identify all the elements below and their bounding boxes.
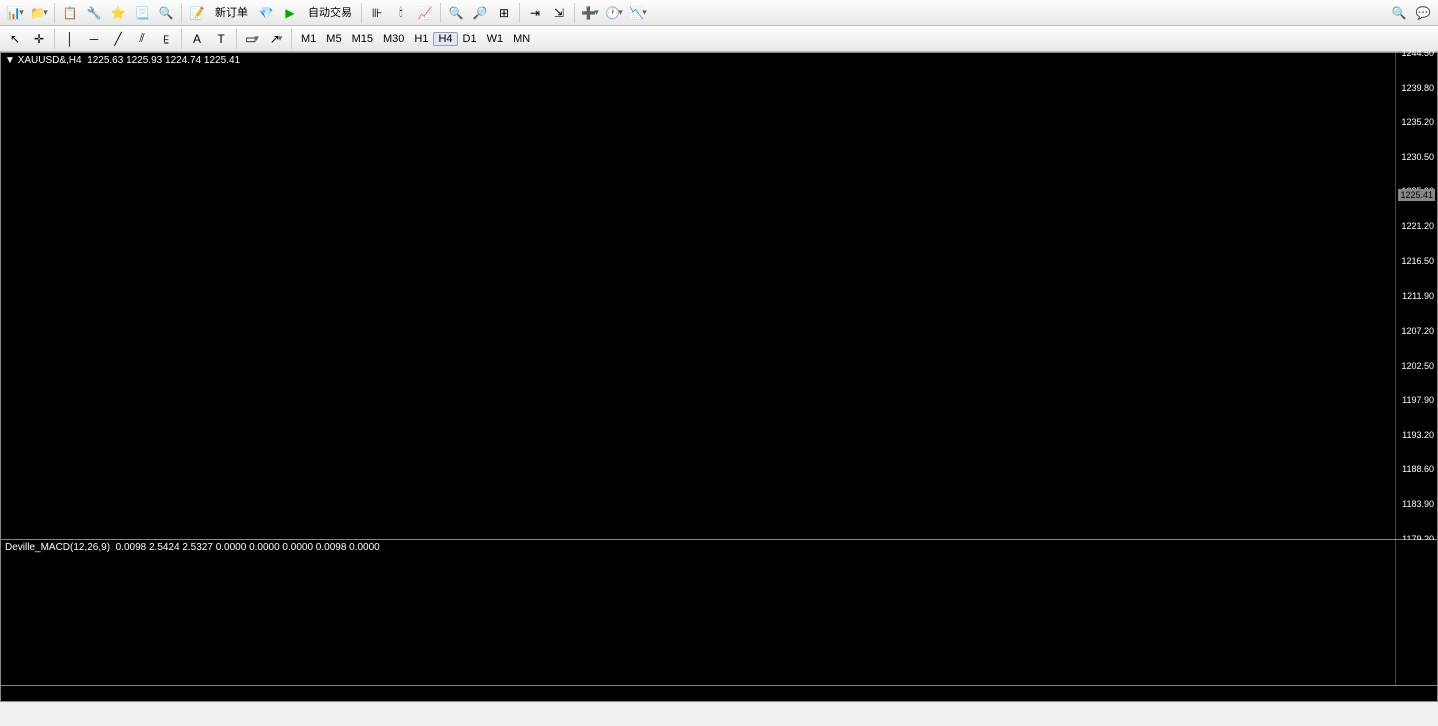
zoom-out-icon[interactable]: 🔎 xyxy=(469,2,491,24)
line-chart-icon[interactable]: 📈 xyxy=(414,2,436,24)
navigator-icon[interactable]: ⭐ xyxy=(107,2,129,24)
price-chart[interactable]: ▼ XAUUSD&,H4 1225.63 1225.93 1224.74 122… xyxy=(0,52,1438,540)
tile-icon[interactable]: ⊞ xyxy=(493,2,515,24)
candle-chart-icon[interactable]: 🕯 xyxy=(390,2,412,24)
timeframe-h4[interactable]: H4 xyxy=(433,32,457,46)
drawing-toolbar: ↖ ✛ │ ─ ╱ ⫽ F͇ A T ▭▾ ↗▾ M1M5M15M30H1H4D… xyxy=(0,26,1438,52)
arrows-icon[interactable]: ↗▾ xyxy=(265,28,287,50)
market-watch-icon[interactable]: 📋 xyxy=(59,2,81,24)
crosshair-icon[interactable]: ✛ xyxy=(28,28,50,50)
macd-title: Deville_MACD(12,26,9) 0.0098 2.5424 2.53… xyxy=(5,542,380,553)
shapes-icon[interactable]: ▭▾ xyxy=(241,28,263,50)
tester-icon[interactable]: 🔍 xyxy=(155,2,177,24)
vline-icon[interactable]: │ xyxy=(59,28,81,50)
timeframe-mn[interactable]: MN xyxy=(508,32,535,46)
main-toolbar: 📊▾ 📁▾ 📋 🔧 ⭐ 📃 🔍 📝 新订单 💎 ▶ 自动交易 ⊪ 🕯 📈 🔍 🔎… xyxy=(0,0,1438,26)
bar-chart-icon[interactable]: ⊪ xyxy=(366,2,388,24)
indicators-icon[interactable]: ➕▾ xyxy=(579,2,601,24)
cursor-icon[interactable]: ↖ xyxy=(4,28,26,50)
new-order-button[interactable]: 新订单 xyxy=(210,1,253,25)
search-icon[interactable]: 🔍 xyxy=(1388,2,1410,24)
fibo-icon[interactable]: F͇ xyxy=(155,28,177,50)
new-order-icon[interactable]: 📝 xyxy=(186,2,208,24)
channel-icon[interactable]: ⫽ xyxy=(131,28,153,50)
timeframe-h1[interactable]: H1 xyxy=(409,32,433,46)
timeframe-w1[interactable]: W1 xyxy=(482,32,509,46)
zoom-in-icon[interactable]: 🔍 xyxy=(445,2,467,24)
new-chart-icon[interactable]: 📊▾ xyxy=(4,2,26,24)
timeframe-m5[interactable]: M5 xyxy=(321,32,346,46)
periods-icon[interactable]: 🕐▾ xyxy=(603,2,625,24)
templates-icon[interactable]: 📉▾ xyxy=(627,2,649,24)
autoscroll-icon[interactable]: ⇲ xyxy=(548,2,570,24)
profiles-icon[interactable]: 📁▾ xyxy=(28,2,50,24)
chat-icon[interactable]: 💬 xyxy=(1412,2,1434,24)
macd-panel[interactable]: Deville_MACD(12,26,9) 0.0098 2.5424 2.53… xyxy=(0,540,1438,686)
timeframe-m15[interactable]: M15 xyxy=(347,32,378,46)
autotrade-button[interactable]: 自动交易 xyxy=(303,1,357,25)
time-axis xyxy=(0,686,1438,702)
data-window-icon[interactable]: 🔧 xyxy=(83,2,105,24)
trendline-icon[interactable]: ╱ xyxy=(107,28,129,50)
hline-icon[interactable]: ─ xyxy=(83,28,105,50)
macd-axis xyxy=(1395,540,1437,685)
label-icon[interactable]: T xyxy=(210,28,232,50)
timeframe-d1[interactable]: D1 xyxy=(458,32,482,46)
metaeditor-icon[interactable]: 💎 xyxy=(255,2,277,24)
timeframe-m30[interactable]: M30 xyxy=(378,32,409,46)
terminal-icon[interactable]: 📃 xyxy=(131,2,153,24)
price-axis: 1244.501239.801235.201230.501225.901221.… xyxy=(1395,53,1437,539)
shift-icon[interactable]: ⇥ xyxy=(524,2,546,24)
chart-title: ▼ XAUUSD&,H4 1225.63 1225.93 1224.74 122… xyxy=(5,55,240,66)
text-icon[interactable]: A xyxy=(186,28,208,50)
timeframe-m1[interactable]: M1 xyxy=(296,32,321,46)
autotrade-icon[interactable]: ▶ xyxy=(279,2,301,24)
